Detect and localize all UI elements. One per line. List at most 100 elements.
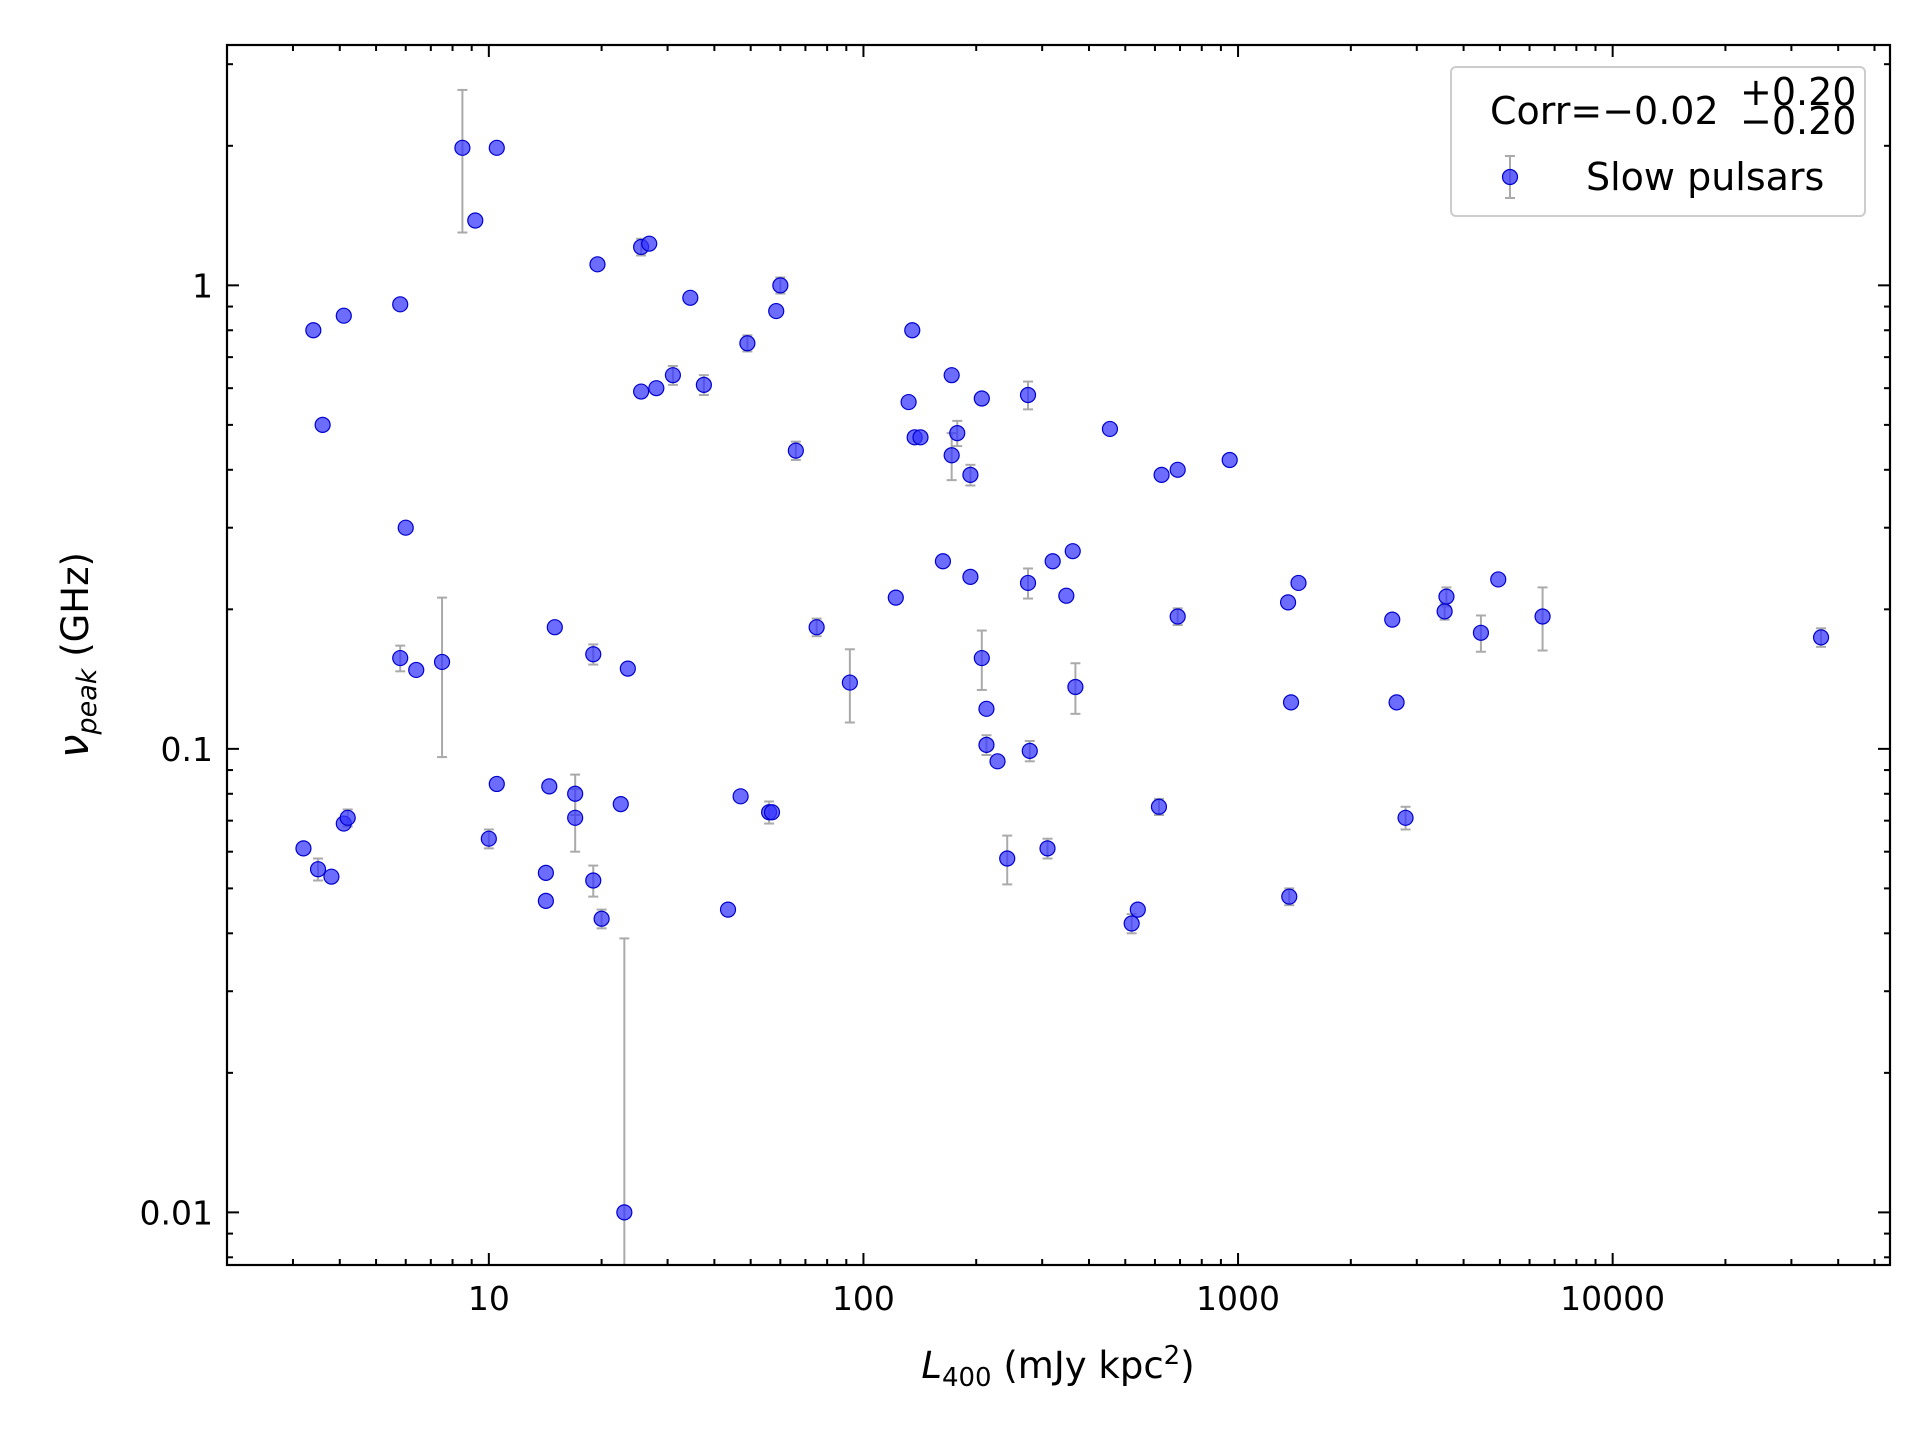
legend-corr-base: Corr=−0.02 [1490,89,1719,133]
data-point [619,660,636,677]
data-point [1397,809,1414,826]
data-point [454,139,471,156]
data-point [1490,571,1507,588]
data-point [999,850,1016,867]
data-point [1019,574,1037,592]
data-point [1044,553,1061,570]
data-point [567,785,584,802]
data-point [1281,888,1298,905]
x-axis-label-sup: 2 [1164,1341,1181,1371]
data-point [1169,461,1186,478]
data-point [949,424,966,442]
data-point [772,277,789,294]
y-tick-label: 0.1 [161,730,213,769]
data-point [1021,742,1038,759]
data-point [841,674,858,691]
data-point [480,830,497,847]
data-point [978,736,995,753]
data-point [973,649,990,667]
data-point [295,840,312,857]
x-tick-label: 1000 [1196,1279,1280,1318]
legend-corr-text: Corr=−0.02 [1490,89,1719,133]
data-point [1039,840,1056,857]
data-point [962,466,979,483]
data-point [912,429,929,446]
data-point [633,383,650,400]
data-point [585,646,602,663]
legend-corr-plus: +0.20 [1740,70,1856,114]
y-axis-label-main: ν [49,735,98,758]
data-point [739,335,756,352]
data-point [392,296,409,313]
data-point [682,289,699,306]
x-tick-label: 100 [832,1279,895,1318]
tick-labels: 10 100 1000 10000 0.01 0.1 1 [140,266,1666,1318]
x-axis-label: L400 (mJy kpc2) [921,1341,1194,1393]
data-point [1064,543,1081,560]
data-point [934,553,952,570]
plot-frame [225,43,1892,1267]
data-point [567,809,584,826]
data-point [1282,694,1300,711]
data-point [900,393,917,411]
legend-corr-minus: −0.20 [1740,99,1856,143]
data-point [1436,603,1453,620]
data-point [314,416,331,433]
data-point [488,775,505,793]
data-point [978,700,995,717]
data-point [1153,466,1170,483]
data-point [1169,608,1186,625]
data-point [309,861,327,878]
data-point [612,796,629,813]
data-point [1101,420,1119,438]
data-point [593,910,610,927]
legend-series-label: Slow pulsars [1586,155,1824,199]
data-point [323,868,340,885]
x-axis-label-main: L [921,1344,942,1387]
data-point [943,367,960,384]
data-point [541,778,558,795]
data-point [768,302,785,320]
data-point [1150,798,1168,815]
error-bar [457,88,468,234]
x-tick-label: 10 [468,1279,510,1318]
data-point [1388,694,1405,711]
data-point [408,661,425,679]
data-point [695,376,712,393]
data-point [1290,574,1307,592]
data-point [887,589,904,606]
data-point [808,619,825,636]
data-points [295,139,1830,1221]
data-point [943,447,960,464]
legend-marker-icon [1501,168,1519,186]
data-point [648,380,665,397]
data-point [1067,678,1084,696]
data-point [546,619,563,636]
data-point [616,1204,633,1221]
data-point [335,307,352,324]
y-tick-label: 1 [192,266,213,305]
data-point [397,519,414,536]
data-point [467,212,484,229]
data-point [585,872,602,889]
data-point [973,390,990,407]
data-point [732,788,749,805]
data-point [664,367,682,384]
data-point [1221,451,1238,469]
legend: Corr=−0.02 +0.20 −0.20 Slow pulsars [1450,66,1866,217]
x-axis-label-close: ) [1180,1344,1194,1387]
data-point [1472,624,1490,641]
data-point [904,322,921,339]
data-point [1534,608,1551,625]
data-point [1019,386,1037,404]
y-axis-label: νpeak (GHz) [49,552,103,758]
data-point [537,892,554,909]
data-point [1812,629,1830,646]
data-point [641,235,658,252]
data-point [787,442,804,459]
data-point [763,804,781,821]
data-point [719,901,737,918]
data-point [1123,915,1140,932]
data-point [589,256,606,273]
data-point [1384,611,1401,628]
